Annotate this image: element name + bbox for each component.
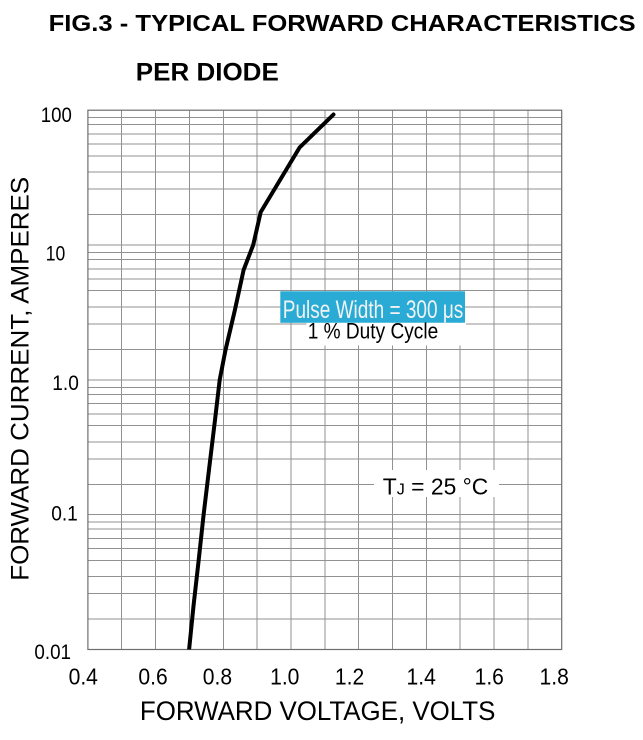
svg-text:10: 10 xyxy=(46,242,66,266)
svg-text:100: 100 xyxy=(41,103,72,127)
svg-text:1.8: 1.8 xyxy=(540,664,569,690)
svg-text:FORWARD VOLTAGE, VOLTS: FORWARD VOLTAGE, VOLTS xyxy=(140,696,496,726)
svg-text:0.4: 0.4 xyxy=(69,664,98,690)
svg-text:0.8: 0.8 xyxy=(203,664,232,690)
svg-text:1.2: 1.2 xyxy=(335,664,364,690)
svg-text:PER DIODE: PER DIODE xyxy=(136,59,279,87)
svg-text:0.01: 0.01 xyxy=(34,640,71,664)
svg-text:0.6: 0.6 xyxy=(138,664,167,690)
svg-text:FORWARD CURRENT, AMPERES: FORWARD CURRENT, AMPERES xyxy=(7,177,35,581)
svg-text:1.4: 1.4 xyxy=(407,664,436,690)
svg-text:1 % Duty Cycle: 1 % Duty Cycle xyxy=(308,318,439,343)
svg-text:1.0: 1.0 xyxy=(52,371,79,395)
svg-text:1.6: 1.6 xyxy=(475,664,504,690)
svg-text:1.0: 1.0 xyxy=(270,664,299,690)
svg-text:FIG.3 - TYPICAL FORWARD CHARAC: FIG.3 - TYPICAL FORWARD CHARACTERISTICS xyxy=(49,10,636,36)
svg-text:Pulse Width = 300 μs: Pulse Width = 300 μs xyxy=(283,296,464,324)
svg-text:0.1: 0.1 xyxy=(51,502,78,526)
